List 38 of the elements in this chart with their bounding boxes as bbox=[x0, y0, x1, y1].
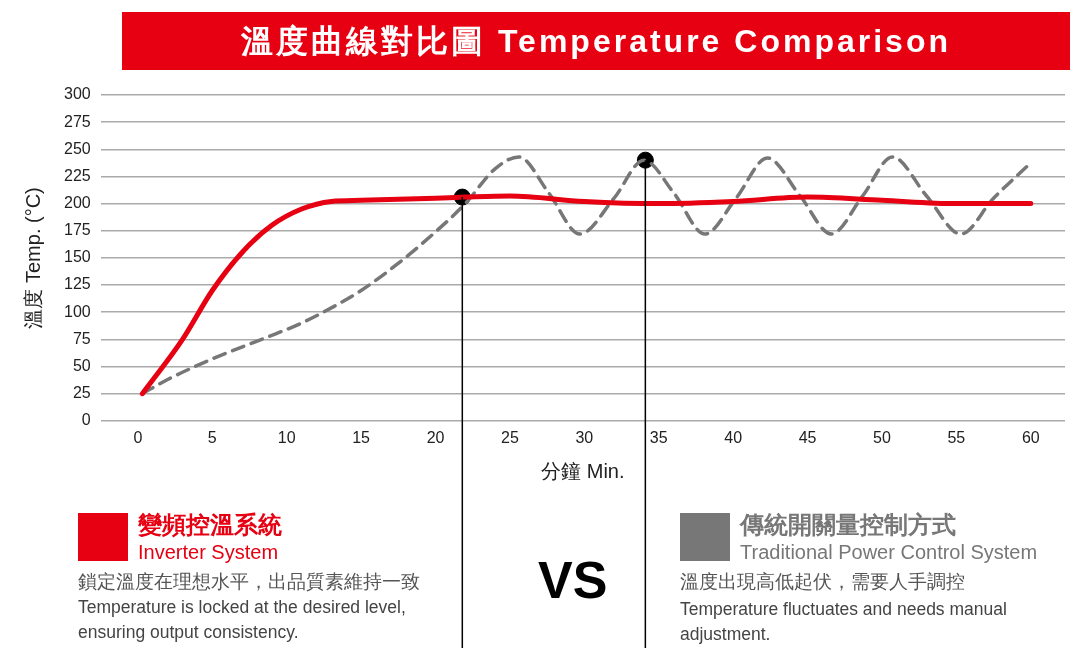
y-tick-label: 50 bbox=[72, 356, 91, 374]
x-tick-label: 0 bbox=[133, 428, 143, 446]
x-tick-label: 10 bbox=[277, 428, 296, 446]
y-tick-label: 100 bbox=[63, 302, 91, 320]
x-tick-label: 15 bbox=[352, 428, 371, 446]
text: Temperature is locked at the desired level, ensuring output consistency. bbox=[78, 596, 407, 645]
y-tick-label: 150 bbox=[63, 248, 91, 266]
x-axis-title: 分鐘 Min. bbox=[541, 459, 625, 482]
y-tick-label: 300 bbox=[63, 85, 91, 103]
y-tick-label: 275 bbox=[63, 112, 91, 130]
y-tick-label: 250 bbox=[63, 139, 91, 157]
y-tick-label: 125 bbox=[63, 275, 91, 293]
y-tick-label: 175 bbox=[63, 221, 91, 239]
x-tick-label: 20 bbox=[426, 428, 445, 446]
y-tick-label: 200 bbox=[63, 194, 91, 212]
text: 鎖定溫度在理想水平，出品質素維持一致 bbox=[78, 570, 420, 594]
chart-title: 溫度曲線對比圖 Temperature Comparison bbox=[122, 12, 1070, 70]
y-tick-label: 225 bbox=[63, 166, 91, 184]
x-tick-label: 50 bbox=[873, 428, 891, 446]
y-tick-label: 0 bbox=[81, 411, 91, 429]
x-tick-label: 30 bbox=[575, 428, 594, 446]
legend-label: 變頻控溫系統 bbox=[138, 510, 282, 540]
text: Temperature fluctuates and needs manual adjustment. bbox=[680, 598, 1008, 647]
y-tick-label: 75 bbox=[72, 329, 91, 347]
x-tick-label: 55 bbox=[947, 428, 966, 446]
legend-label: 傳統開關量控制方式 bbox=[740, 510, 956, 540]
y-axis-title: 溫度 Temp. (°C) bbox=[21, 187, 44, 329]
x-tick-label: 40 bbox=[724, 428, 743, 446]
x-tick-label: 35 bbox=[649, 428, 668, 446]
x-tick-label: 5 bbox=[207, 428, 217, 446]
text: Traditional Power Control System bbox=[740, 541, 1038, 564]
text: 溫度出現高低起伏，需要人手調控 bbox=[680, 570, 965, 594]
x-tick-label: 60 bbox=[1021, 428, 1040, 446]
x-tick-label: 25 bbox=[501, 428, 519, 446]
text: VS bbox=[538, 550, 608, 610]
y-tick-label: 25 bbox=[72, 384, 91, 402]
x-tick-label: 45 bbox=[798, 428, 817, 446]
text: Inverter System bbox=[138, 541, 279, 564]
